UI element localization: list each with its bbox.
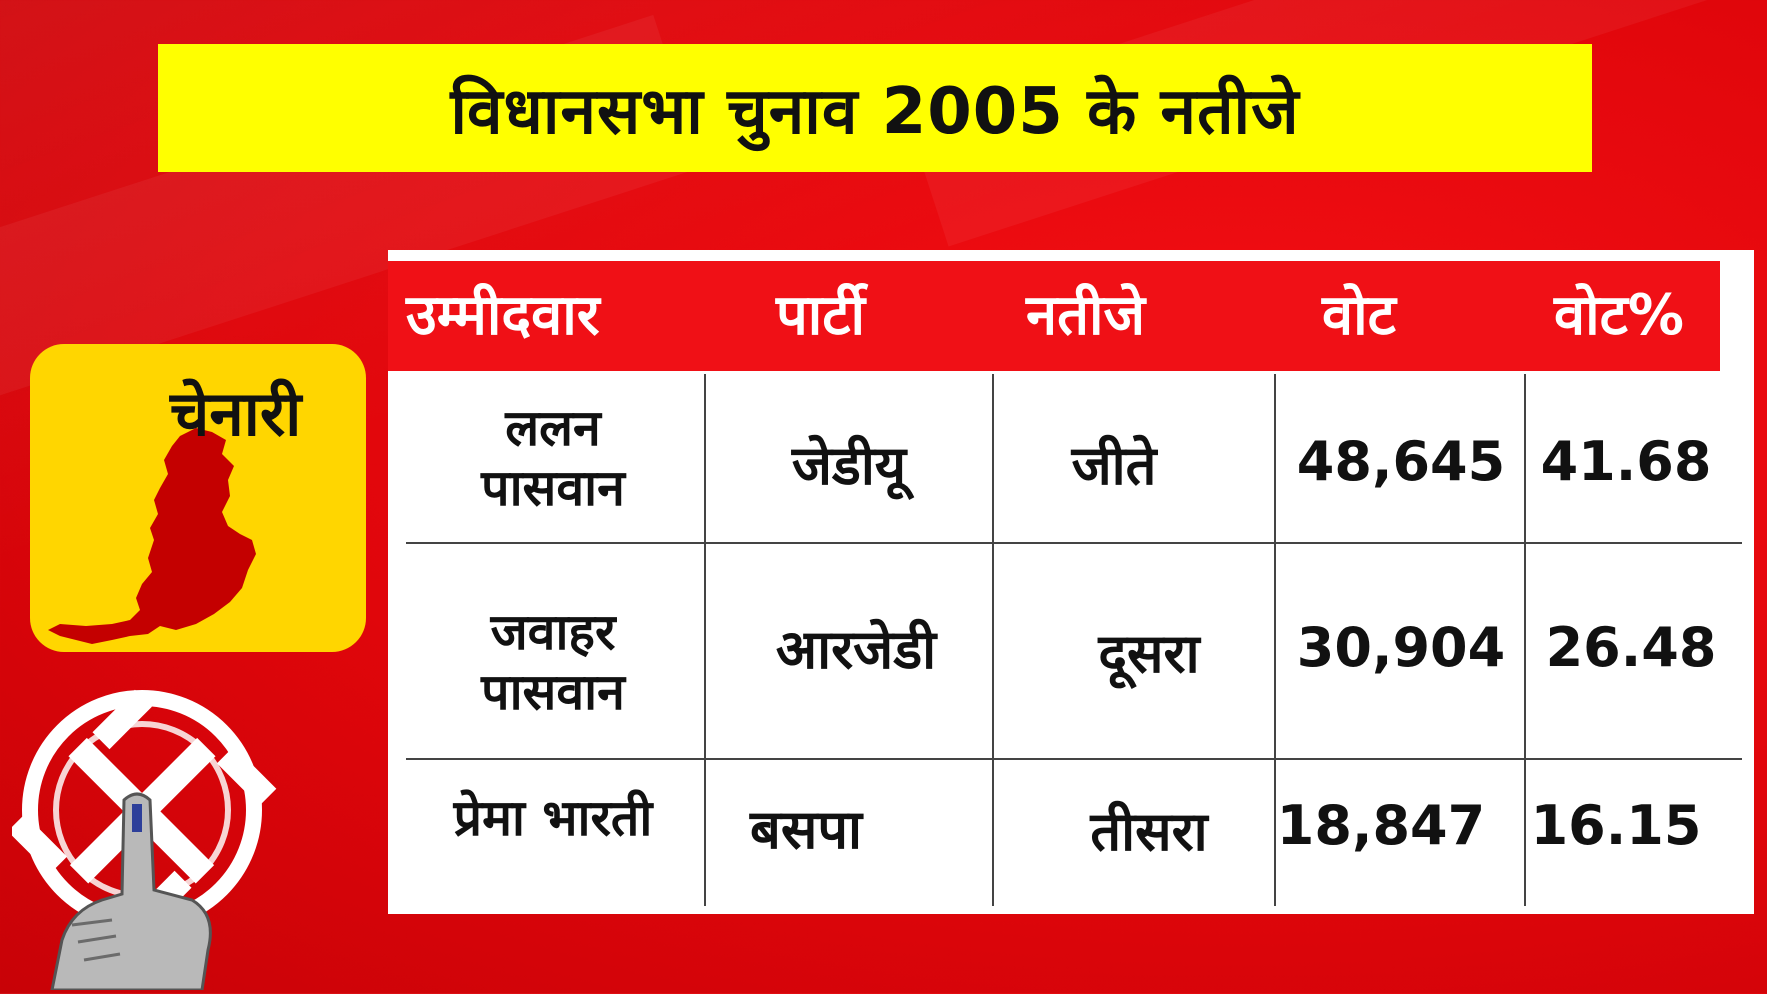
header-party: पार्टी: [776, 283, 866, 348]
table-header-row: उम्मीदवार पार्टी नतीजे वोट वोट%: [388, 261, 1720, 371]
result-label: तीसरा: [1090, 800, 1208, 863]
vote-percent: 41.68: [1540, 430, 1712, 493]
constituency-badge: चेनारी: [30, 344, 366, 652]
title-banner: विधानसभा चुनाव 2005 के नतीजे: [158, 44, 1592, 172]
candidate-name: ललन पासवान: [481, 399, 625, 517]
candidate-name: जवाहर पासवान: [481, 603, 625, 721]
header-result: नतीजे: [1026, 283, 1146, 348]
result-label: जीते: [1071, 434, 1157, 497]
party-name: जेडीयू: [791, 434, 907, 497]
vote-percent: 16.15: [1530, 794, 1702, 857]
header-candidate: उम्मीदवार: [406, 283, 600, 348]
constituency-name: चेनारी: [170, 377, 302, 450]
party-name: बसपा: [750, 798, 862, 861]
header-votes: वोट: [1322, 283, 1396, 348]
page-title: विधानसभा चुनाव 2005 के नतीजे: [450, 74, 1300, 149]
votes-count: 30,904: [1296, 616, 1506, 679]
votes-count: 18,847: [1276, 794, 1486, 857]
party-name: आरजेडी: [775, 618, 937, 681]
results-table: उम्मीदवार पार्टी नतीजे वोट वोट% ललन पासव…: [388, 250, 1754, 914]
candidate-name: प्रेमा भारती: [453, 789, 653, 847]
inked-finger-icon: [50, 792, 212, 992]
votes-count: 48,645: [1296, 430, 1506, 493]
header-vote-percent: वोट%: [1554, 283, 1684, 348]
constituency-map-icon: [48, 428, 256, 644]
election-symbol-icon: [7, 680, 282, 994]
result-label: दूसरा: [1098, 622, 1200, 685]
vote-percent: 26.48: [1545, 616, 1717, 679]
